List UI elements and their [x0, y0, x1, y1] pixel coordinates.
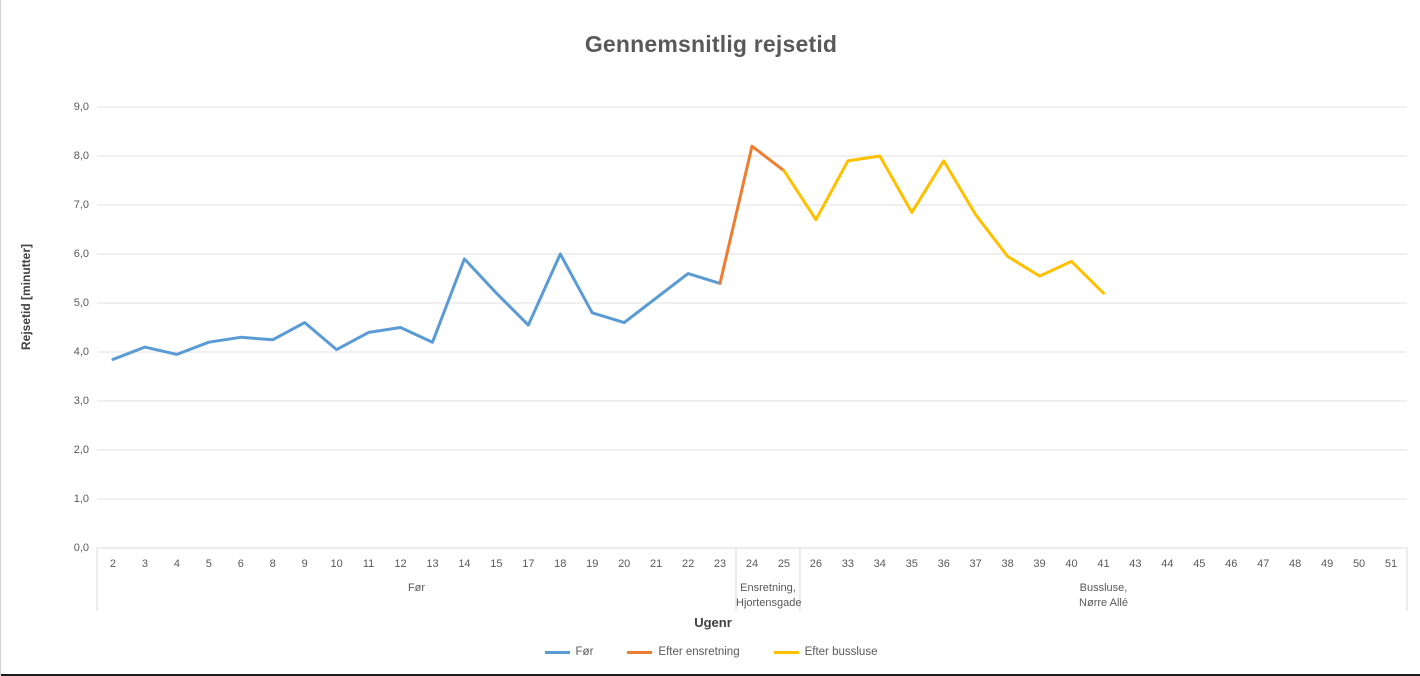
legend-line-swatch-blue-icon [544, 650, 570, 654]
group-label-line: Før [407, 582, 426, 594]
x-tick-label: 50 [1352, 558, 1366, 570]
group-label-line: Bussluse, [1079, 582, 1128, 594]
legend-label: Før [575, 646, 594, 658]
x-tick-label: 23 [713, 558, 727, 570]
series-line-før [111, 252, 722, 361]
y-tick-label: 7,0 [73, 199, 89, 211]
x-tick-label: 14 [458, 558, 471, 570]
window-bottom-edge [1, 674, 1420, 676]
x-tick-label: 5 [205, 558, 212, 570]
x-tick-label: 25 [777, 558, 791, 570]
y-tick-label: 2,0 [73, 444, 89, 456]
x-tick-label: 48 [1289, 558, 1302, 570]
x-tick-label: 39 [1033, 558, 1046, 570]
group-label-line: Nørre Allé [1079, 597, 1128, 609]
x-tick-label: 17 [522, 558, 535, 570]
x-tick-label: 26 [809, 558, 823, 570]
x-tick-label: 15 [490, 558, 503, 570]
legend-line-swatch-orange-icon [627, 650, 653, 654]
x-tick-label: 20 [618, 558, 631, 570]
y-tick-label: 5,0 [73, 297, 89, 309]
x-tick-label: 36 [937, 558, 950, 570]
x-tick-label: 35 [905, 558, 918, 570]
chart-title: Gennemsnitlig rejsetid [584, 31, 838, 57]
category-group-label-foer: Før [97, 581, 736, 596]
x-tick-label: 41 [1097, 558, 1110, 570]
x-tick-label: 43 [1129, 558, 1142, 570]
x-tick-label: 19 [586, 558, 599, 570]
y-tick-label: 4,0 [73, 346, 89, 358]
y-tick-label: 0,0 [73, 542, 89, 554]
chart-legend: Før Efter ensretning Efter bussluse [1, 646, 1420, 658]
x-tick-label: 8 [269, 558, 276, 570]
y-tick-label: 3,0 [73, 395, 89, 407]
x-tick-label: 18 [554, 558, 567, 570]
x-tick-label: 49 [1320, 558, 1334, 570]
x-tick-label: 37 [969, 558, 982, 570]
x-tick-label: 40 [1065, 558, 1078, 570]
legend-item-foer: Før [544, 646, 594, 658]
legend-label: Efter bussluse [804, 646, 878, 658]
category-group-label-ensretning: Ensretning, Hjortensgade [736, 581, 802, 611]
x-tick-label: 44 [1161, 558, 1174, 570]
group-label-line: Ensretning, [740, 582, 796, 594]
y-tick-label: 9,0 [73, 101, 89, 113]
x-tick-label: 12 [394, 558, 407, 570]
y-tick-label: 1,0 [73, 493, 89, 505]
series-line-efter-ensretning [718, 144, 786, 285]
x-tick-label: 33 [841, 558, 854, 570]
x-tick-label: 13 [426, 558, 439, 570]
x-axis-title: Ugenr [694, 615, 732, 630]
y-axis-title: Rejsetid [minutter] [19, 244, 33, 351]
legend-item-efter-bussluse: Efter bussluse [773, 646, 878, 658]
x-tick-label: 24 [745, 558, 759, 570]
x-tick-label: 38 [1001, 558, 1014, 570]
x-tick-label: 10 [330, 558, 343, 570]
x-tick-label: 6 [237, 558, 244, 570]
series-line-efter-bussluse [782, 154, 1105, 295]
x-tick-label: 4 [173, 558, 180, 570]
x-tick-label: 45 [1193, 558, 1206, 570]
y-tick-label: 8,0 [73, 150, 89, 162]
group-label-line: Hjortensgade [736, 597, 802, 609]
y-tick-label: 6,0 [73, 248, 89, 260]
x-tick-label: 9 [301, 558, 308, 570]
category-group-label-bussluse: Bussluse, Nørre Allé [800, 581, 1407, 611]
legend-item-efter-ensretning: Efter ensretning [627, 646, 740, 658]
x-tick-label: 2 [109, 558, 117, 570]
x-tick-label: 47 [1257, 558, 1270, 570]
x-tick-label: 34 [873, 558, 886, 570]
x-tick-label: 21 [650, 558, 663, 570]
x-tick-label: 22 [681, 558, 695, 570]
legend-label: Efter ensretning [658, 646, 740, 658]
x-tick-label: 46 [1225, 558, 1238, 570]
x-tick-label: 11 [362, 558, 375, 570]
x-tick-label: 3 [141, 558, 148, 570]
legend-line-swatch-yellow-icon [773, 650, 799, 654]
x-tick-label: 51 [1384, 558, 1398, 570]
